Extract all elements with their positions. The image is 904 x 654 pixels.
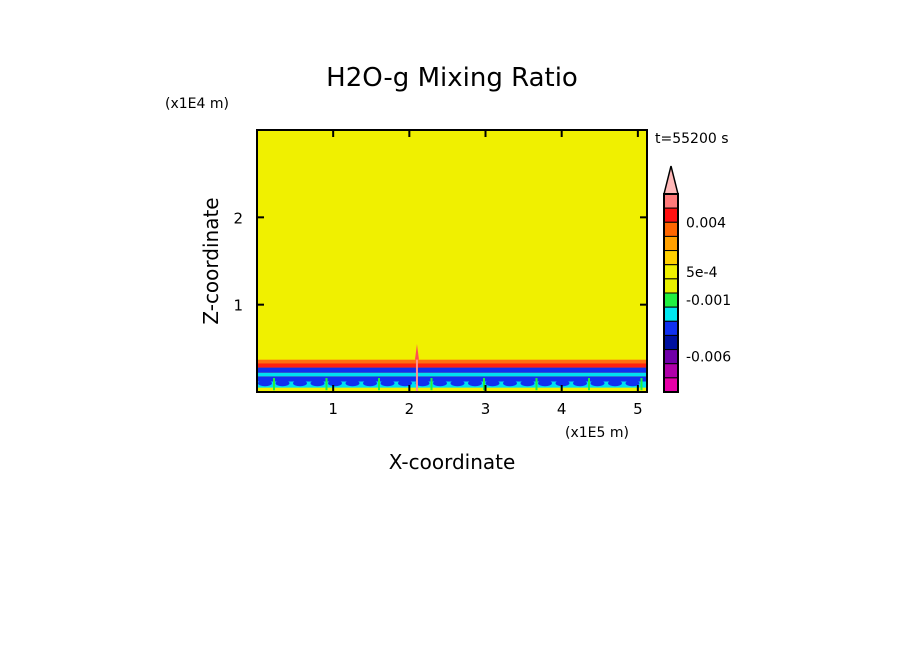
colorbar-segment [663, 377, 679, 393]
x-tick-label: 5 [633, 400, 643, 418]
contour-band-5 [257, 363, 647, 368]
contour-blob [328, 380, 342, 387]
colorbar-segment [663, 334, 679, 351]
colorbar-segment [663, 363, 679, 379]
contour-blob [433, 380, 447, 387]
colorbar-label: 0.004 [686, 215, 726, 231]
colorbar-frame [663, 193, 679, 393]
contour-blob [398, 380, 412, 387]
contour-streak [430, 378, 433, 391]
x-tick-label: 4 [557, 400, 567, 418]
contour-blob [415, 380, 430, 387]
x-axis-label: X-coordinate [389, 450, 516, 474]
colorbar-label: -0.001 [686, 293, 731, 309]
x-tick-label: 1 [328, 400, 338, 418]
colorbar-label: -0.006 [686, 350, 731, 366]
contour-blob [590, 380, 605, 387]
contour-streak [535, 378, 538, 391]
colorbar-segment [663, 264, 679, 280]
plot-background [257, 130, 647, 392]
colorbar: 0.004 5e-4 -0.001 -0.006 [663, 165, 731, 393]
contour-blob [485, 380, 500, 387]
contour-blob [275, 380, 290, 387]
contour-blob [345, 380, 360, 387]
contour-blob [608, 380, 622, 387]
chart-title: H2O-g Mixing Ratio [326, 63, 578, 93]
colorbar-segment [663, 221, 679, 237]
contour-streak [640, 378, 643, 391]
plot-area [256, 129, 648, 393]
colorbar-segment [663, 193, 679, 209]
contour-band-0 [257, 387, 647, 392]
colorbar-segment [663, 250, 679, 266]
colorbar-extend-triangle [663, 165, 679, 195]
contour-blob [538, 380, 552, 387]
time-label: t=55200 s [655, 131, 729, 147]
contour-blob [520, 380, 535, 387]
contour-blob [573, 380, 587, 387]
colorbar-segment [663, 349, 679, 365]
colorbar-label: 5e-4 [686, 265, 718, 281]
plot-frame [256, 129, 648, 393]
contour-blob [555, 380, 570, 387]
contour-blob [258, 380, 272, 387]
y-unit-label: (x1E4 m) [165, 96, 229, 112]
y-axis-label: Z-coordinate [199, 197, 223, 324]
contour-streak [273, 378, 275, 391]
colorbar-segment [663, 207, 679, 223]
x-tick-label: 3 [481, 400, 491, 418]
contour-blob [310, 380, 325, 387]
contour-streak [325, 378, 328, 391]
contour-blob [503, 380, 517, 387]
y-ticks: 12 [233, 209, 647, 315]
x-tick-label: 2 [405, 400, 415, 418]
x-unit-label: (x1E5 m) [565, 425, 629, 441]
colorbar-segment [663, 278, 679, 294]
y-tick-label: 2 [233, 209, 243, 227]
contour-spike [414, 343, 419, 360]
contour-blob [293, 380, 307, 387]
contour-streak [588, 378, 590, 391]
colorbar-segment [663, 306, 679, 322]
y-tick-label: 1 [233, 297, 243, 315]
x-ticks: 1 2 3 4 5 [328, 130, 643, 418]
contour-blob [363, 380, 377, 387]
contour-streak [378, 378, 380, 391]
contour-blob [380, 380, 395, 387]
contour-streak [483, 378, 485, 391]
contour-blob [450, 380, 465, 387]
contour-blob [468, 380, 482, 387]
colorbar-segment [663, 235, 679, 252]
colorbar-segment [663, 320, 679, 336]
contour-band-4 [257, 367, 647, 373]
contour-band-2 [257, 376, 647, 382]
colorbar-segment [663, 292, 679, 308]
contour-spike-column [415, 359, 418, 392]
contour-band-6 [257, 359, 647, 364]
contour-blob [625, 380, 640, 387]
contour-band-3 [257, 372, 647, 377]
